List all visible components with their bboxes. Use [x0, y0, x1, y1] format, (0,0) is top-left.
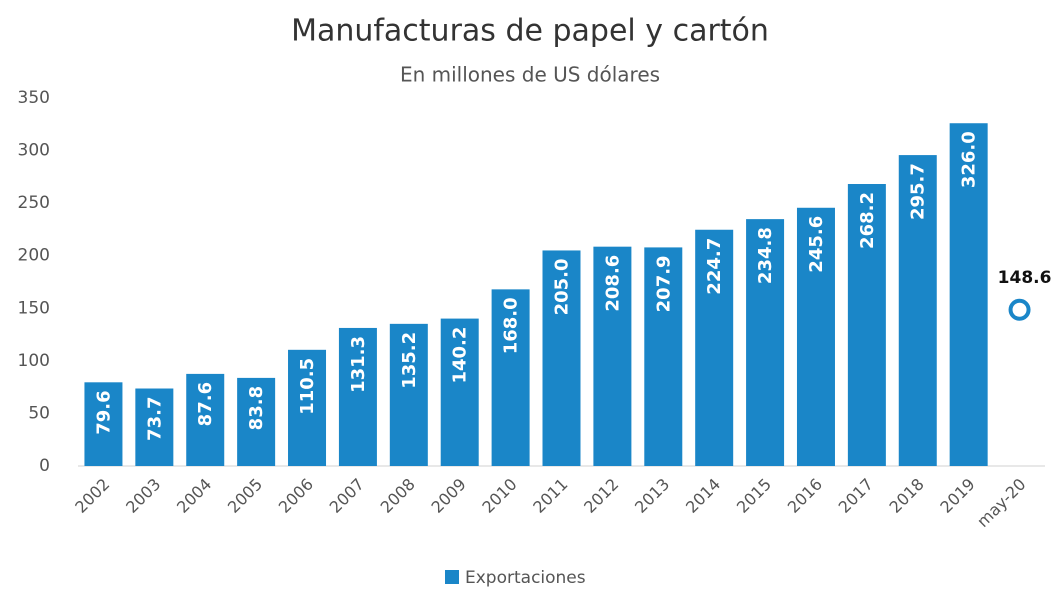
legend-swatch: [445, 570, 459, 584]
x-tick-label: 2015: [733, 475, 775, 517]
point-label: 148.6: [998, 268, 1052, 288]
data-label: 207.9: [653, 255, 674, 312]
data-label: 87.6: [195, 382, 216, 426]
chart-title: Manufacturas de papel y cartón: [291, 14, 769, 49]
x-tick-label: 2018: [886, 475, 928, 517]
y-tick-label: 300: [18, 141, 50, 161]
data-label: 208.6: [602, 255, 623, 312]
bar: [796, 207, 835, 466]
x-tick-label: 2008: [377, 475, 419, 517]
x-tick-label: 2013: [631, 475, 673, 517]
y-tick-label: 250: [18, 193, 50, 213]
chart-subtitle: En millones de US dólares: [400, 63, 660, 87]
x-tick-label: 2002: [71, 475, 113, 517]
data-label: 131.3: [348, 336, 369, 393]
bar: [186, 373, 225, 466]
data-label: 140.2: [450, 327, 471, 384]
x-tick-label: 2006: [275, 475, 317, 517]
data-label: 205.0: [552, 258, 573, 315]
legend-label: Exportaciones: [465, 568, 586, 588]
bar: [288, 349, 327, 466]
data-label: 83.8: [246, 386, 267, 430]
y-tick-label: 200: [18, 246, 50, 266]
data-label: 234.8: [755, 227, 776, 284]
y-tick-label: 100: [18, 351, 50, 371]
bar: [593, 246, 632, 466]
bar: [847, 184, 886, 467]
data-label: 135.2: [399, 332, 420, 389]
bar: [84, 382, 123, 466]
x-tick-label: 2016: [784, 475, 826, 517]
x-tick-label: 2007: [326, 475, 368, 517]
bar: [542, 250, 581, 466]
point-marker: [1008, 298, 1031, 321]
bar: [898, 155, 937, 466]
data-label: 245.6: [806, 216, 827, 273]
x-tick-label: 2011: [529, 475, 571, 517]
bar: [695, 229, 734, 466]
data-label: 73.7: [144, 397, 165, 441]
bar: [389, 323, 428, 466]
x-tick-label: may-20: [973, 475, 1029, 531]
data-label: 168.0: [501, 297, 522, 354]
bar: [746, 219, 785, 466]
bar: [237, 377, 276, 466]
y-tick-label: 350: [18, 88, 50, 108]
bar: [491, 289, 530, 466]
bar: [644, 247, 683, 466]
bar: [135, 388, 174, 466]
data-label: 110.5: [297, 358, 318, 415]
y-tick-label: 50: [28, 403, 50, 423]
x-tick-label: 2019: [936, 475, 978, 517]
data-label: 268.2: [857, 192, 878, 249]
x-tick-label: 2012: [580, 475, 622, 517]
bar: [949, 123, 988, 466]
x-tick-label: 2004: [173, 475, 215, 517]
x-tick-label: 2005: [224, 475, 266, 517]
x-tick-label: 2003: [122, 475, 164, 517]
x-tick-label: 2009: [427, 475, 469, 517]
data-label: 295.7: [908, 163, 929, 220]
data-label: 326.0: [959, 131, 980, 188]
data-label: 224.7: [704, 238, 725, 295]
x-tick-label: 2010: [478, 475, 520, 517]
y-tick-label: 150: [18, 298, 50, 318]
y-tick-label: 0: [39, 456, 50, 476]
x-tick-label: 2014: [682, 475, 724, 517]
bar: [440, 318, 479, 466]
data-label: 79.6: [93, 390, 114, 434]
bar: [338, 327, 377, 466]
x-tick-label: 2017: [835, 475, 877, 517]
